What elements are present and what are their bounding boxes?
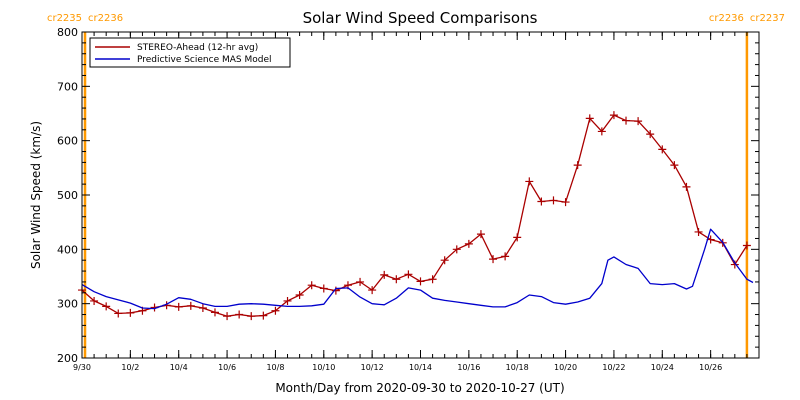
x-tick-label: 10/22 (602, 363, 625, 372)
data-point-marker (90, 296, 99, 305)
carrington-label-after: cr2236 (88, 13, 123, 24)
data-point-marker (646, 130, 655, 139)
data-point-marker (102, 302, 111, 311)
data-point-marker (670, 161, 679, 170)
data-point-marker (561, 198, 570, 207)
data-point-marker (585, 114, 594, 123)
series-line-stereo (81, 114, 748, 317)
legend: STEREO-Ahead (12-hr avg) Predictive Scie… (89, 37, 291, 68)
data-point-marker (404, 270, 413, 279)
data-point-marker (271, 306, 280, 315)
data-point-marker (356, 277, 365, 286)
data-point-marker (114, 309, 123, 318)
x-tick-label: 10/4 (170, 363, 188, 372)
data-point-marker (259, 311, 268, 320)
x-tick-label: 10/12 (361, 363, 384, 372)
x-tick-label: 9/30 (73, 363, 91, 372)
data-point-marker (622, 116, 631, 125)
data-point-marker (694, 227, 703, 236)
data-point-marker (319, 284, 328, 293)
data-point-marker (513, 233, 522, 242)
x-tick-label: 10/18 (506, 363, 529, 372)
tick-label-layer: cr2235 cr2236 cr2236 cr2237 200 300 400 500 600 7… (47, 13, 785, 372)
x-tick-label: 10/26 (699, 363, 722, 372)
x-tick-label: 10/24 (651, 363, 674, 372)
data-point-marker (609, 111, 618, 120)
data-point-marker (658, 145, 667, 154)
legend-label-stereo: STEREO-Ahead (12-hr avg) (137, 43, 258, 53)
y-tick-label: 500 (57, 189, 78, 202)
data-point-marker (682, 182, 691, 191)
x-tick-label: 10/6 (218, 363, 236, 372)
x-tick-label: 10/14 (409, 363, 432, 372)
data-point-marker (174, 302, 183, 311)
data-point-marker (210, 308, 219, 317)
data-point-marker (235, 310, 244, 319)
y-tick-label: 200 (57, 352, 78, 365)
data-point-marker (368, 286, 377, 295)
x-axis-label: Month/Day from 2020-09-30 to 2020-10-27 … (275, 381, 564, 395)
data-point-marker (537, 197, 546, 206)
data-point-marker (380, 270, 389, 279)
x-tick-label: 10/10 (312, 363, 335, 372)
data-point-marker (126, 308, 135, 317)
data-point-marker (476, 230, 485, 239)
data-point-marker (223, 312, 232, 321)
y-tick-label: 300 (57, 298, 78, 311)
carrington-marker-layer (83, 32, 749, 358)
x-tick-label: 10/20 (554, 363, 577, 372)
data-point-marker (392, 275, 401, 284)
plot-frame (81, 31, 760, 359)
data-point-marker (525, 177, 534, 186)
x-tick-label: 10/8 (266, 363, 284, 372)
data-point-marker (428, 275, 437, 284)
series-line-mas-model (81, 228, 754, 310)
y-tick-label: 800 (57, 26, 78, 39)
x-tick-label: 10/2 (121, 363, 139, 372)
data-point-marker (549, 196, 558, 205)
data-point-marker (283, 296, 292, 305)
data-point-marker (440, 256, 449, 265)
legend-box (89, 37, 291, 68)
data-point-marker (464, 239, 473, 248)
y-tick-label: 400 (57, 243, 78, 256)
carrington-label-after: cr2237 (750, 13, 785, 24)
data-point-marker (295, 290, 304, 299)
carrington-label-before: cr2236 (709, 13, 744, 24)
data-point-marker (501, 252, 510, 261)
data-point-marker (198, 304, 207, 313)
y-tick-label: 600 (57, 135, 78, 148)
data-point-marker (307, 281, 316, 290)
data-point-marker (416, 277, 425, 286)
legend-label-mas-model: Predictive Science MAS Model (137, 55, 272, 65)
data-point-marker (634, 117, 643, 126)
series-layer (78, 111, 754, 321)
data-point-marker (573, 161, 582, 170)
tick-layer (81, 31, 760, 359)
x-tick-label: 10/16 (457, 363, 480, 372)
data-point-marker (597, 127, 606, 136)
chart-title: Solar Wind Speed Comparisons (303, 9, 538, 27)
carrington-label-before: cr2235 (47, 13, 82, 24)
y-tick-label: 700 (57, 80, 78, 93)
y-axis-label: Solar Wind Speed (km/s) (29, 121, 43, 269)
data-point-marker (452, 245, 461, 254)
data-point-marker (186, 301, 195, 310)
data-point-marker (489, 255, 498, 264)
data-point-marker (247, 312, 256, 321)
data-point-marker (742, 241, 751, 250)
